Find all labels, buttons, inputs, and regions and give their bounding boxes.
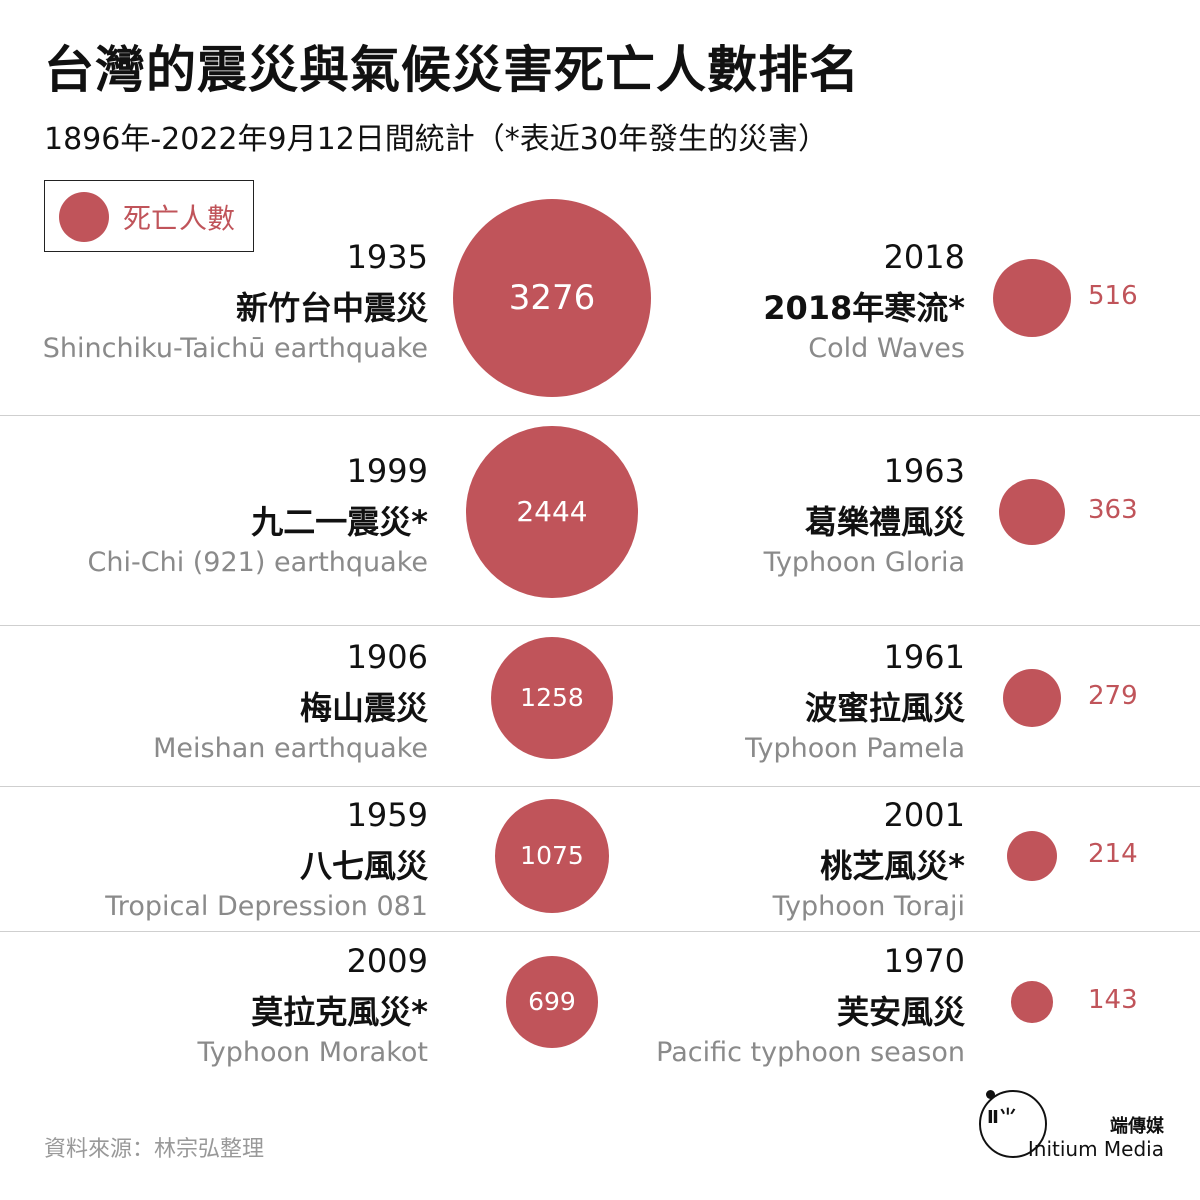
right-name-en: Pacific typhoon season bbox=[656, 1037, 965, 1068]
right-name-en: Typhoon Gloria bbox=[763, 547, 965, 578]
right-name-zh: 桃芝風災* bbox=[820, 847, 965, 885]
logo-mark: Ⅱ⺌ bbox=[987, 1107, 1017, 1128]
left-value-label: 699 bbox=[528, 987, 576, 1017]
left-name-zh: 莫拉克風災* bbox=[251, 993, 428, 1031]
row-divider bbox=[0, 786, 1200, 787]
left-bubble: 1075 bbox=[495, 799, 609, 913]
right-name-zh: 波蜜拉風災 bbox=[804, 689, 965, 727]
left-name-zh: 八七風災 bbox=[299, 847, 428, 885]
brand-name-zh: 端傳媒 bbox=[1110, 1116, 1164, 1137]
right-value-label: 363 bbox=[1088, 495, 1138, 525]
left-name-zh: 九二一震災* bbox=[251, 503, 428, 541]
legend: 死亡人數 bbox=[44, 180, 254, 252]
left-year-label: 1959 bbox=[346, 796, 428, 834]
right-name-en: Typhoon Pamela bbox=[745, 733, 965, 764]
right-name-en: Cold Waves bbox=[808, 333, 965, 364]
left-year-label: 1906 bbox=[346, 638, 428, 676]
row-divider bbox=[0, 415, 1200, 416]
right-value-label: 214 bbox=[1088, 839, 1138, 869]
chart-title: 台灣的震災與氣候災害死亡人數排名 bbox=[44, 41, 860, 99]
left-name-en: Shinchiku-Taichū earthquake bbox=[42, 333, 428, 364]
right-year-label: 2001 bbox=[883, 796, 965, 834]
left-year-label: 2009 bbox=[346, 942, 428, 980]
chart-subtitle: 1896年-2022年9月12日間統計（*表近30年發生的災害） bbox=[44, 122, 828, 157]
right-bubble bbox=[992, 258, 1072, 338]
brand-name-en: Initium Media bbox=[1027, 1137, 1164, 1161]
right-bubble bbox=[1003, 669, 1061, 727]
left-name-en: Tropical Depression 081 bbox=[105, 891, 428, 922]
right-name-zh: 芙安風災 bbox=[836, 993, 965, 1031]
left-bubble: 3276 bbox=[453, 199, 651, 397]
right-name-en: Typhoon Toraji bbox=[772, 891, 965, 922]
logo-dot-icon bbox=[986, 1090, 995, 1099]
left-value-label: 3276 bbox=[508, 278, 596, 318]
left-value-label: 1258 bbox=[520, 683, 584, 713]
left-value-label: 2444 bbox=[516, 495, 588, 529]
right-name-zh: 2018年寒流* bbox=[763, 289, 965, 327]
left-bubble: 2444 bbox=[466, 426, 638, 598]
legend-label: 死亡人數 bbox=[123, 202, 236, 235]
right-year-label: 1963 bbox=[883, 452, 965, 490]
right-year-label: 1970 bbox=[883, 942, 965, 980]
right-bubble bbox=[999, 479, 1065, 545]
left-name-en: Chi-Chi (921) earthquake bbox=[87, 547, 428, 578]
left-bubble: 699 bbox=[506, 956, 598, 1048]
left-year-label: 1999 bbox=[346, 452, 428, 490]
source-note: 資料來源：林宗弘整理 bbox=[44, 1137, 265, 1162]
left-name-en: Meishan earthquake bbox=[153, 733, 428, 764]
right-year-label: 1961 bbox=[883, 638, 965, 676]
row-divider bbox=[0, 931, 1200, 932]
left-name-en: Typhoon Morakot bbox=[197, 1037, 429, 1068]
left-value-label: 1075 bbox=[520, 841, 584, 871]
left-bubble: 1258 bbox=[490, 636, 614, 760]
row-divider bbox=[0, 625, 1200, 626]
logo-circle-icon bbox=[979, 1090, 1047, 1158]
left-name-zh: 梅山震災 bbox=[299, 689, 428, 727]
right-value-label: 279 bbox=[1088, 681, 1138, 711]
right-value-label: 516 bbox=[1088, 281, 1138, 311]
right-name-zh: 葛樂禮風災 bbox=[804, 503, 965, 541]
legend-bubble-icon bbox=[59, 192, 109, 242]
right-value-label: 143 bbox=[1088, 985, 1138, 1015]
right-bubble bbox=[1011, 981, 1053, 1023]
left-year-label: 1935 bbox=[346, 238, 428, 276]
left-name-zh: 新竹台中震災 bbox=[235, 289, 428, 327]
right-bubble bbox=[1006, 830, 1058, 882]
right-year-label: 2018 bbox=[883, 238, 965, 276]
